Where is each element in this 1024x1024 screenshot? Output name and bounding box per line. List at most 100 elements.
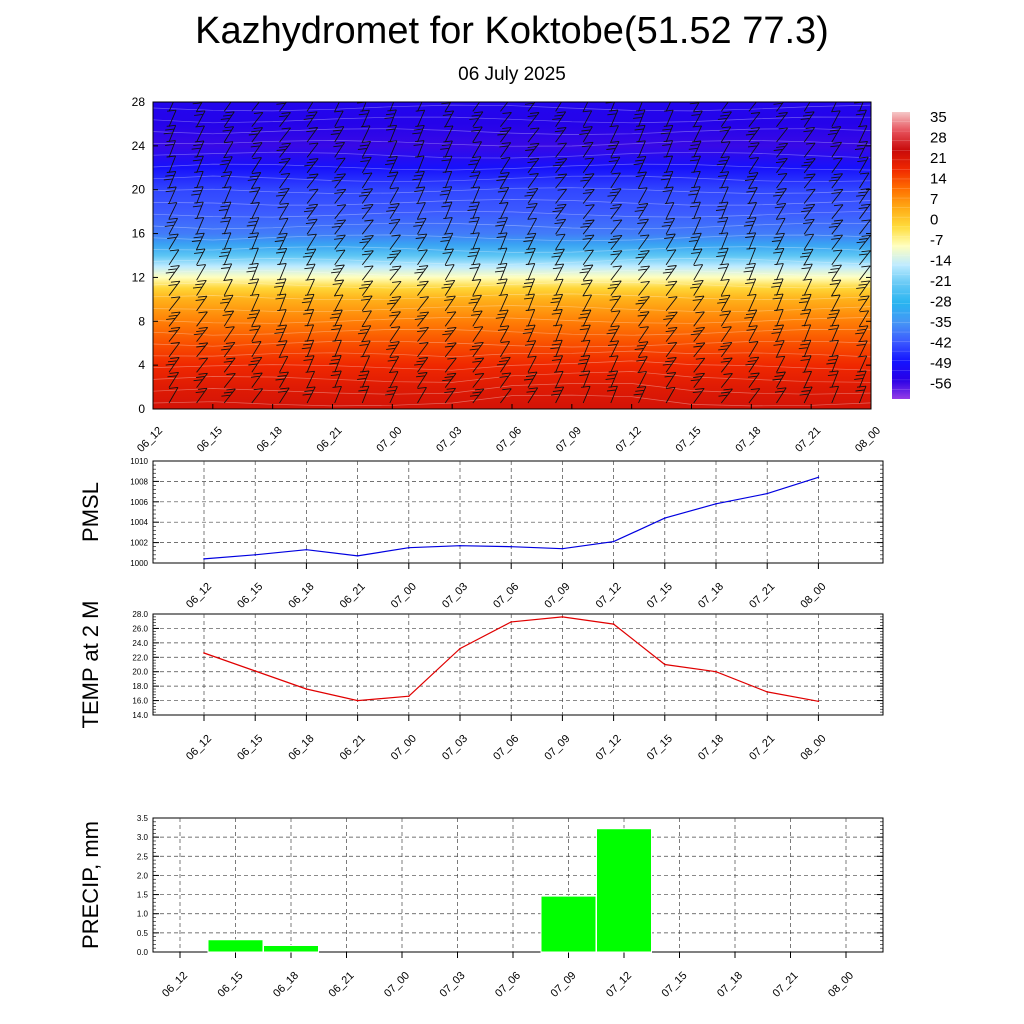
data-point: [612, 623, 615, 625]
wind-barb: [274, 324, 288, 342]
wind-barb: [334, 234, 346, 250]
wind-barb: [472, 141, 482, 158]
wind-barb: [301, 339, 315, 358]
wind-barb: [855, 385, 867, 404]
wind-barb: [277, 309, 287, 327]
wind-barb: [579, 126, 593, 143]
wind-barb: [274, 278, 287, 296]
wind-barb: [277, 202, 290, 220]
wind-barb: [444, 342, 457, 358]
wind-barb: [168, 326, 181, 342]
wind-barb: [497, 127, 512, 143]
wind-barb: [633, 109, 646, 127]
x-tick-label: 07_15: [645, 581, 675, 611]
wind-barb: [165, 140, 176, 158]
wind-barb: [689, 155, 701, 173]
wind-barb: [552, 263, 565, 281]
wind-barb: [582, 234, 595, 250]
wind-barb: [633, 386, 647, 404]
wind-barb: [275, 293, 287, 312]
wind-barb: [831, 249, 843, 266]
wind-barb: [745, 356, 760, 373]
wind-barb: [693, 311, 705, 327]
wind-barb: [331, 173, 346, 189]
wind-barb: [329, 309, 343, 327]
wind-barb: [717, 111, 732, 127]
wind-barb: [279, 172, 291, 189]
wind-barb: [691, 170, 701, 189]
wind-barb: [664, 233, 676, 250]
wind-barb: [798, 339, 812, 358]
wind-barb: [164, 217, 178, 235]
data-point: [510, 621, 512, 623]
wind-barb: [610, 172, 621, 189]
wind-barb: [223, 279, 233, 296]
wind-barb: [334, 157, 346, 174]
wind-barb: [776, 173, 788, 189]
wind-barb: [581, 279, 593, 296]
data-point: [715, 670, 717, 673]
wind-barb: [333, 294, 344, 312]
y-tick-label: 20.0: [132, 668, 148, 677]
wind-barb: [497, 187, 510, 204]
wind-barb: [331, 219, 347, 235]
wind-barb: [334, 188, 347, 204]
contour-line: [153, 371, 871, 383]
wind-barb: [857, 156, 869, 174]
x-tick-label: 07_21: [793, 425, 823, 455]
wind-barb: [715, 201, 729, 219]
wind-barb: [524, 187, 539, 204]
data-point: [510, 545, 512, 548]
wind-barb: [665, 102, 672, 112]
y-tick-label: 8: [138, 314, 145, 328]
wind-barb: [801, 324, 812, 342]
wind-barb: [689, 201, 701, 219]
wind-barb: [385, 386, 398, 404]
x-tick-label: 07_00: [389, 581, 419, 611]
wind-barb: [195, 387, 208, 404]
wind-barb: [525, 142, 540, 158]
wind-barb: [693, 264, 704, 281]
contour-line: [153, 116, 871, 124]
wind-barb: [855, 109, 867, 127]
data-point: [766, 492, 768, 495]
x-tick-label: 06_15: [235, 733, 265, 763]
pmsl-panel: 1000 1002 1004 1006 1008 1010 06_12 06_15 06_18 0…: [78, 457, 884, 611]
wind-barb: [854, 370, 867, 388]
wind-barb: [606, 325, 620, 342]
wind-barb: [527, 127, 540, 143]
data-point: [817, 700, 820, 703]
wind-barb: [663, 155, 674, 173]
wind-barb: [192, 201, 204, 219]
wind-barb: [582, 294, 592, 312]
contour-line: [153, 329, 871, 336]
wind-barb: [196, 311, 208, 327]
colorbar: 35 28 21 14 7 0 -7 -14 -21 -28 -35 -42 -49 -56: [892, 109, 952, 399]
wind-barb: [609, 295, 622, 312]
wind-barb: [359, 234, 374, 250]
plot-frame: [152, 817, 884, 953]
y-tick-label: 4: [138, 358, 145, 372]
wind-barb: [384, 109, 397, 127]
wind-barb: [550, 339, 563, 358]
wind-barb: [306, 102, 314, 112]
wind-barb: [357, 370, 370, 388]
wind-barb: [522, 278, 536, 296]
y-tick-label: 1.5: [137, 891, 149, 900]
colorbar-label: -21: [930, 273, 952, 290]
wind-barb: [468, 216, 480, 235]
data-point: [612, 540, 615, 543]
cross-section-panel: 0 4 8 12 16 20 24 28 06_12 06_15 06_18 06_21 07_00 07…: [132, 95, 883, 455]
plot-frame: [152, 460, 884, 564]
wind-barb: [222, 126, 235, 143]
wind-barb: [223, 373, 236, 388]
wind-barb: [637, 218, 649, 235]
wind-barb: [385, 155, 398, 173]
wind-barb: [553, 324, 563, 342]
wind-barb: [442, 110, 455, 127]
wind-barb: [775, 157, 788, 174]
wind-barb: [634, 124, 646, 143]
wind-barb: [304, 158, 319, 174]
wind-barb: [524, 102, 536, 112]
wind-barb: [693, 342, 706, 358]
